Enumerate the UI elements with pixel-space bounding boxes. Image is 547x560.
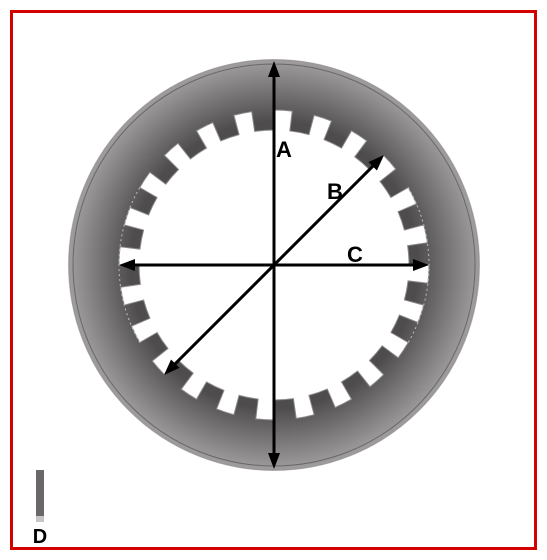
label-b: B [327, 179, 343, 205]
label-a: A [276, 137, 292, 163]
thickness-callout: D [30, 470, 50, 549]
label-d: D [30, 526, 50, 549]
clutch-disc-diagram [0, 0, 547, 560]
thickness-bar-icon [36, 470, 44, 522]
label-c: C [347, 242, 363, 268]
